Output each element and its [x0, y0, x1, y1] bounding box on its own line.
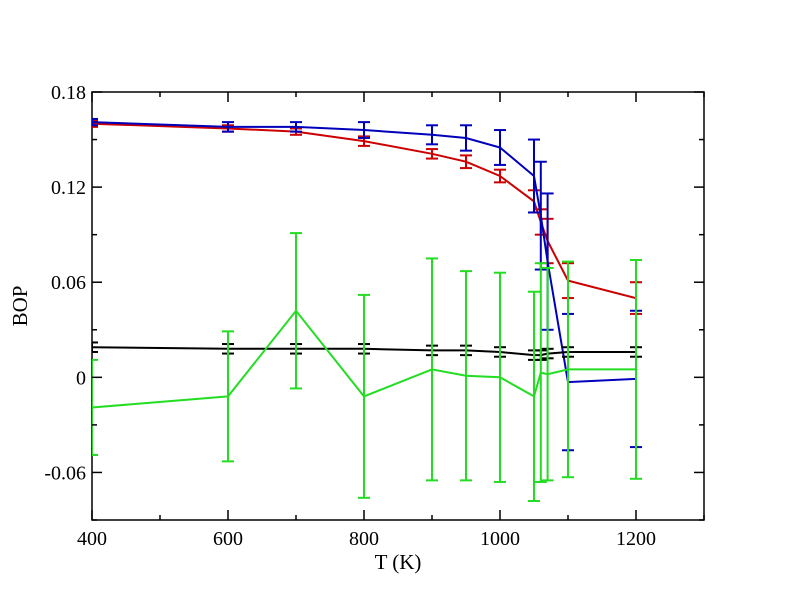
y-tick-label: 0	[76, 367, 86, 389]
axis-layer: 400 600 800 1000 1200 -0.06 0 0.06 0.12 0.18	[44, 82, 705, 550]
x-tick-label: 1000	[480, 528, 520, 550]
y-tick-label: 0.12	[51, 177, 86, 199]
series-layer	[92, 117, 642, 502]
y-tick-label: 0.06	[51, 272, 86, 294]
x-axis-title: T (K)	[375, 550, 422, 574]
series-1	[92, 119, 642, 315]
x-tick-label: 600	[213, 528, 243, 550]
y-axis-title: BOP	[8, 286, 32, 327]
series-line	[92, 122, 637, 300]
x-tick-label: 400	[77, 528, 107, 550]
plot-frame	[91, 91, 705, 521]
y-tick-label: -0.06	[44, 462, 86, 484]
series-line	[92, 346, 636, 357]
y-tick-label: 0.18	[51, 82, 86, 104]
series-line	[92, 121, 637, 384]
series-4	[92, 232, 642, 502]
series-line	[92, 309, 636, 409]
x-tick-label: 800	[349, 528, 379, 550]
x-tick-label: 1200	[616, 528, 656, 550]
